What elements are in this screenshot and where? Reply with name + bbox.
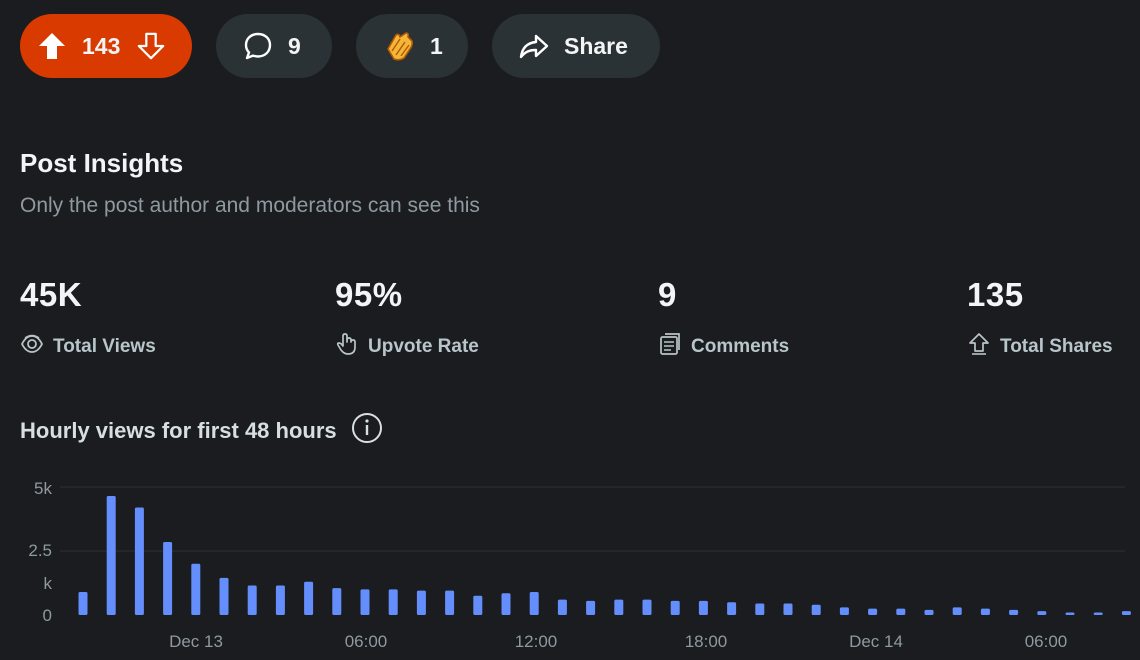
x-tick-label: 06:00 xyxy=(1025,632,1068,651)
chart-title: Hourly views for first 48 hours xyxy=(20,412,383,450)
chart-bar[interactable] xyxy=(247,585,257,615)
stat-value: 45K xyxy=(20,276,83,313)
chart-bar[interactable] xyxy=(1121,611,1131,615)
y-tick-label: k xyxy=(44,574,53,593)
chart-bars xyxy=(78,495,1131,615)
share-up-icon xyxy=(967,332,1000,362)
chart-bar[interactable] xyxy=(557,599,567,615)
chart-bar[interactable] xyxy=(360,589,370,615)
award-button[interactable]: 1 xyxy=(356,14,468,78)
chart-bar[interactable] xyxy=(501,593,511,615)
chart-bar[interactable] xyxy=(868,608,878,615)
vote-count: 143 xyxy=(82,32,121,59)
x-tick-label: 18:00 xyxy=(685,632,728,651)
chart-bar[interactable] xyxy=(78,591,88,615)
insights-title: Post Insights xyxy=(20,148,184,178)
stat-total-views: 45K Total Views xyxy=(20,276,156,362)
chart-x-axis: Dec 13 06:00 12:00 18:00 Dec 14 06:00 xyxy=(169,632,1067,651)
chart-bar[interactable] xyxy=(811,604,821,615)
stat-label-row: Total Views xyxy=(20,332,156,362)
stat-label: Upvote Rate xyxy=(368,336,479,357)
chart-bar[interactable] xyxy=(1065,612,1075,615)
chart-bar[interactable] xyxy=(445,590,455,615)
chart-bar[interactable] xyxy=(952,607,962,615)
comment-bubble-icon xyxy=(242,30,274,62)
clapping-hands-icon xyxy=(382,29,416,63)
chart-bar[interactable] xyxy=(163,542,173,615)
chart-bar[interactable] xyxy=(980,608,990,615)
share-button[interactable]: Share xyxy=(492,14,660,78)
stat-label-row: Upvote Rate xyxy=(335,332,479,362)
chart-bar[interactable] xyxy=(614,599,624,615)
stat-value: 135 xyxy=(967,276,1024,313)
x-tick-label: Dec 14 xyxy=(849,632,903,651)
stat-value: 9 xyxy=(658,276,677,313)
chart-bar[interactable] xyxy=(416,590,426,615)
chart-bar[interactable] xyxy=(698,600,708,615)
chart-bar[interactable] xyxy=(473,595,483,615)
share-arrow-icon xyxy=(518,30,550,62)
chart-title-text: Hourly views for first 48 hours xyxy=(20,418,337,443)
stat-label: Comments xyxy=(691,336,790,357)
stat-label: Total Shares xyxy=(1000,336,1113,357)
chart-bar[interactable] xyxy=(670,600,680,615)
chart-y-axis: 5k 2.5 k 0 xyxy=(28,479,52,625)
x-tick-label: 06:00 xyxy=(345,632,388,651)
chart-grid xyxy=(60,486,1125,552)
chart-bar[interactable] xyxy=(106,495,116,615)
chart-bar[interactable] xyxy=(304,581,314,615)
chart-bar[interactable] xyxy=(586,600,596,615)
chart-bar[interactable] xyxy=(783,603,793,615)
x-tick-label: Dec 13 xyxy=(169,632,223,651)
x-tick-label: 12:00 xyxy=(515,632,558,651)
chart-bar[interactable] xyxy=(219,577,229,615)
chart-bar[interactable] xyxy=(1037,611,1047,615)
stat-comments: 9 Comments xyxy=(658,276,789,362)
hourly-views-chart: 5k 2.5 k 0 Dec 13 06:00 12:00 18:00 Dec 14 06:00 xyxy=(28,479,1131,651)
chart-bar[interactable] xyxy=(275,585,285,615)
chart-bar[interactable] xyxy=(642,599,652,615)
stat-upvote-rate: 95% Upvote Rate xyxy=(335,276,479,362)
stat-total-shares: 135 Total Shares xyxy=(967,276,1113,362)
eye-icon xyxy=(20,332,53,362)
chart-bar[interactable] xyxy=(134,507,144,615)
award-count: 1 xyxy=(430,32,443,59)
y-tick-label: 2.5 xyxy=(28,541,52,560)
stat-label-row: Total Shares xyxy=(967,332,1113,362)
comments-button[interactable]: 9 xyxy=(216,14,332,78)
chart-bar[interactable] xyxy=(529,591,539,615)
comments-icon xyxy=(658,332,691,362)
stat-label-row: Comments xyxy=(658,332,789,362)
chart-bar[interactable] xyxy=(839,607,849,615)
chart-bar[interactable] xyxy=(896,608,906,615)
chart-bar[interactable] xyxy=(924,609,934,615)
hand-icon xyxy=(335,332,368,362)
chart-bar[interactable] xyxy=(388,589,398,615)
vote-pill: 143 xyxy=(20,14,192,78)
stat-value: 95% xyxy=(335,276,403,313)
y-tick-label: 5k xyxy=(34,479,52,498)
stat-label: Total Views xyxy=(53,336,156,357)
chart-bar[interactable] xyxy=(755,603,765,615)
info-icon[interactable] xyxy=(351,412,383,450)
insights-subtitle: Only the post author and moderators can … xyxy=(20,194,480,217)
y-tick-label: 0 xyxy=(43,606,52,625)
share-label: Share xyxy=(564,32,628,59)
chart-bar[interactable] xyxy=(332,588,342,615)
chart-bar[interactable] xyxy=(1009,609,1019,615)
downvote-icon[interactable] xyxy=(136,31,166,61)
chart-bar[interactable] xyxy=(191,563,201,615)
chart-bar[interactable] xyxy=(1093,612,1103,615)
chart-bar[interactable] xyxy=(727,602,737,615)
upvote-icon[interactable] xyxy=(36,30,68,62)
comments-count: 9 xyxy=(288,32,301,59)
